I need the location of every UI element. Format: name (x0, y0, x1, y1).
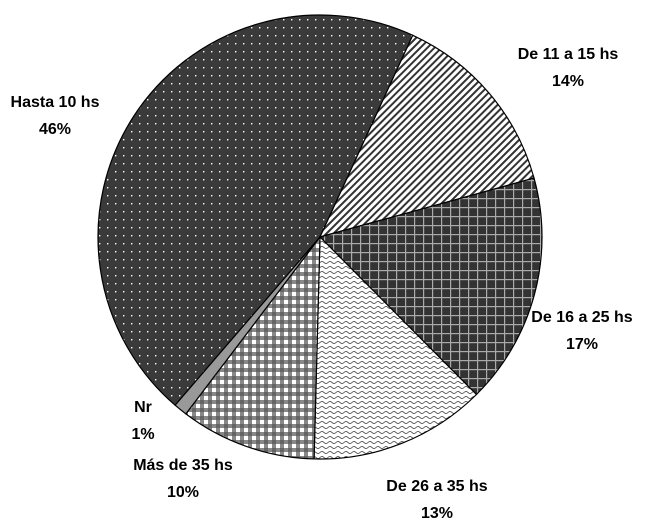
slice-value: 17% (566, 336, 598, 353)
slice-value: 14% (552, 73, 584, 90)
slice-value: 10% (167, 484, 199, 501)
slice-label: Nr (134, 399, 152, 416)
slice-value: 46% (39, 121, 71, 138)
slice-value: 1% (131, 426, 154, 443)
pie-slice (97, 14, 414, 407)
slice-label: Hasta 10 hs (11, 94, 100, 111)
pie-slice (174, 236, 321, 415)
pie-slice (318, 34, 535, 238)
slice-label: Más de 35 hs (133, 457, 233, 474)
slice-label: De 11 a 15 hs (518, 46, 619, 63)
pie-slice (313, 235, 478, 460)
slice-label: De 26 a 35 hs (386, 478, 488, 495)
slice-value: 13% (421, 505, 453, 521)
slice-label: De 16 a 25 hs (531, 309, 633, 326)
pie-slice (318, 177, 543, 396)
pie-slice (185, 235, 321, 460)
